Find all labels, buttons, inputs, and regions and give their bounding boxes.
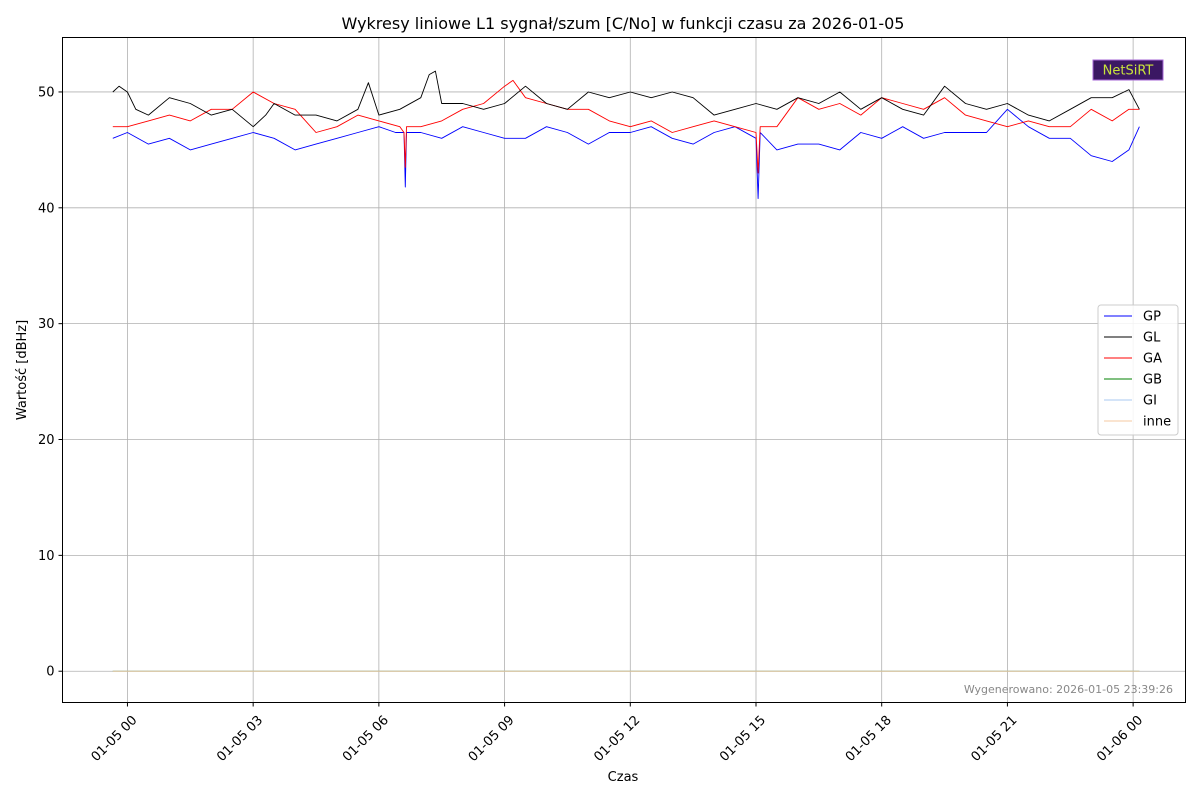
y-tick-label: 40: [38, 201, 55, 216]
plot-frame: [62, 37, 1186, 703]
legend-label-gl: GL: [1143, 331, 1161, 346]
legend-label-gp: GP: [1143, 310, 1161, 325]
y-tick-label: 0: [46, 665, 54, 680]
legend: GP GL GA GB GI inne: [1097, 304, 1179, 436]
series-line-gl: [112, 70, 1140, 128]
generated-timestamp: Wygenerowano: 2026-01-05 23:39:26: [964, 683, 1173, 696]
y-tick-label: 20: [38, 433, 55, 448]
legend-label-inne: inne: [1143, 415, 1171, 430]
y-tick-label: 50: [38, 85, 55, 100]
series-line-gp: [112, 108, 1140, 199]
chart-title: Wykresy liniowe L1 sygnał/szum [C/No] w …: [342, 14, 905, 33]
svg-text:NetSiRT: NetSiRT: [1103, 64, 1154, 79]
y-axis-label: Wartość [dBHz]: [15, 320, 30, 420]
legend-label-gi: GI: [1143, 394, 1157, 409]
legend-label-ga: GA: [1143, 352, 1162, 367]
series-layer: [112, 70, 1140, 672]
series-line-ga: [112, 79, 1140, 174]
y-tick-label: 10: [38, 549, 55, 564]
y-tick-label: 30: [38, 317, 55, 332]
x-axis-label: Czas: [608, 770, 639, 785]
legend-label-gb: GB: [1143, 373, 1162, 388]
netsirt-logo: NetSiRT: [1092, 59, 1164, 81]
